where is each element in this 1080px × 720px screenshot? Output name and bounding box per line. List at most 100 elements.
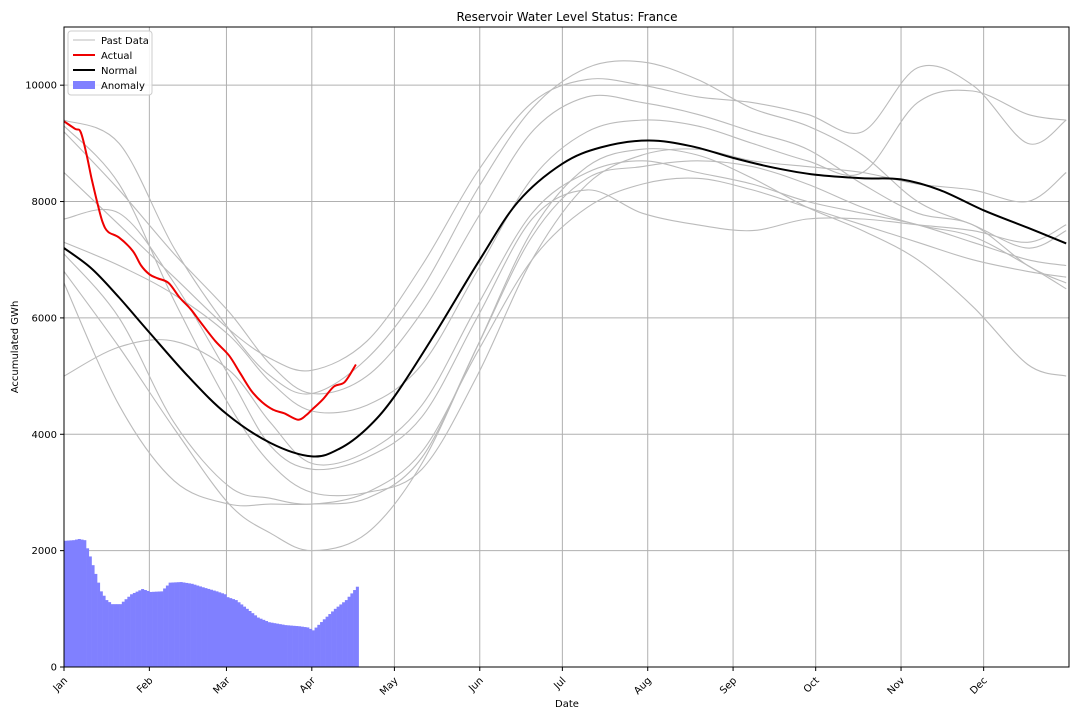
- plot-area: [64, 27, 1069, 667]
- anomaly-bar: [311, 630, 315, 667]
- anomaly-bar: [350, 593, 354, 667]
- anomaly-bar: [176, 582, 180, 667]
- past-data-line: [63, 160, 1067, 507]
- anomaly-bar: [215, 591, 219, 667]
- anomaly-bar: [165, 585, 169, 667]
- anomaly-bar: [273, 623, 277, 667]
- anomaly-bar: [218, 592, 222, 667]
- anomaly-bar: [201, 587, 205, 667]
- x-tick-label: Oct: [802, 675, 822, 695]
- y-tick-label: 4000: [32, 430, 57, 441]
- x-tick-label: May: [378, 675, 400, 697]
- legend: Past Data Actual Normal Anomaly: [67, 30, 153, 96]
- anomaly-bar: [127, 596, 131, 667]
- anomaly-bar: [182, 582, 186, 667]
- y-tick-label: 10000: [25, 81, 57, 92]
- anomaly-bar: [212, 590, 216, 667]
- anomaly-bar: [355, 586, 359, 667]
- normal-series-line: [63, 139, 1067, 458]
- anomaly-bar: [86, 548, 90, 667]
- anomaly-bar: [146, 590, 150, 667]
- anomaly-bar: [130, 594, 134, 667]
- anomaly-bar: [265, 621, 269, 667]
- anomaly-bar: [94, 573, 98, 667]
- anomaly-bar: [209, 589, 213, 667]
- x-axis-label: Date: [555, 699, 579, 710]
- anomaly-bar: [353, 590, 357, 667]
- y-tick-label: 0: [51, 663, 57, 674]
- anomaly-bar: [322, 619, 326, 667]
- anomaly-bar: [187, 583, 191, 667]
- anomaly-bar: [207, 588, 211, 667]
- anomaly-bar: [281, 624, 285, 667]
- past-data-line: [63, 64, 1067, 372]
- anomaly-bar: [220, 593, 224, 667]
- anomaly-bar: [163, 588, 167, 667]
- anomaly-bar: [108, 602, 112, 667]
- anomaly-bar: [80, 539, 84, 667]
- legend-label-anomaly: Anomaly: [101, 81, 145, 92]
- past-data-line: [63, 177, 1067, 505]
- anomaly-bar: [256, 617, 260, 667]
- anomaly-bar: [317, 624, 321, 667]
- legend-swatch-anomaly: [73, 81, 95, 89]
- anomaly-bar: [245, 608, 249, 667]
- anomaly-bar: [336, 606, 340, 667]
- anomaly-bar: [303, 627, 307, 667]
- anomaly-bar: [102, 595, 106, 667]
- past-data-line: [63, 60, 1067, 395]
- anomaly-bar: [251, 613, 255, 667]
- x-tick-label: Jun: [466, 675, 486, 695]
- legend-label-past: Past Data: [101, 36, 149, 47]
- anomaly-bar: [69, 540, 73, 667]
- anomaly-bar: [174, 582, 178, 667]
- anomaly-bar: [278, 624, 282, 667]
- past-data-line: [63, 160, 1067, 466]
- anomaly-bar: [339, 604, 343, 667]
- anomaly-bar: [262, 619, 266, 667]
- legend-label-normal: Normal: [101, 66, 137, 77]
- anomaly-bar: [99, 591, 103, 667]
- x-tick-label: Jan: [51, 675, 70, 694]
- x-tick-label: Mar: [211, 675, 233, 697]
- x-axis-ticks: Jan Feb Mar Apr May Jun Jul Aug Sep Oct Nov Dec: [51, 667, 990, 698]
- anomaly-bar: [253, 615, 258, 667]
- anomaly-bar: [91, 565, 95, 667]
- plot-frame: [63, 26, 1070, 668]
- y-tick-label: 8000: [32, 197, 57, 208]
- x-tick-label: Nov: [886, 675, 908, 697]
- anomaly-bar: [97, 582, 101, 667]
- anomaly-bar: [171, 582, 175, 667]
- anomaly-bar: [342, 602, 346, 667]
- anomaly-bar: [119, 604, 123, 667]
- anomaly-bar: [135, 591, 139, 667]
- anomaly-bar: [204, 588, 208, 667]
- anomaly-bar: [328, 614, 332, 667]
- x-tick-label: Jul: [551, 675, 568, 692]
- anomaly-bar: [234, 600, 238, 667]
- anomaly-bar: [64, 540, 68, 667]
- anomaly-bar: [193, 584, 197, 667]
- anomaly-bar: [110, 604, 114, 667]
- actual-series-line: [63, 120, 357, 421]
- anomaly-bar: [75, 539, 79, 667]
- x-tick-label: Feb: [135, 675, 155, 695]
- x-tick-label: Dec: [968, 675, 989, 696]
- legend-box: [67, 30, 153, 96]
- anomaly-bar: [116, 604, 120, 667]
- anomaly-bar: [160, 591, 164, 667]
- anomaly-bar: [185, 582, 189, 667]
- anomaly-bar: [72, 540, 76, 667]
- anomaly-bar: [320, 622, 324, 667]
- anomaly-bar: [179, 582, 183, 667]
- x-tick-label: Sep: [718, 675, 739, 696]
- anomaly-bar: [198, 586, 202, 667]
- y-axis-label: Accumulated GWh: [10, 301, 21, 394]
- anomaly-bar: [66, 540, 70, 667]
- anomaly-bar: [333, 608, 337, 667]
- anomaly-bar: [347, 596, 351, 667]
- anomaly-bar: [223, 594, 227, 667]
- anomaly-bar: [325, 616, 329, 667]
- anomaly-bar: [229, 598, 233, 667]
- anomaly-bar: [259, 618, 263, 667]
